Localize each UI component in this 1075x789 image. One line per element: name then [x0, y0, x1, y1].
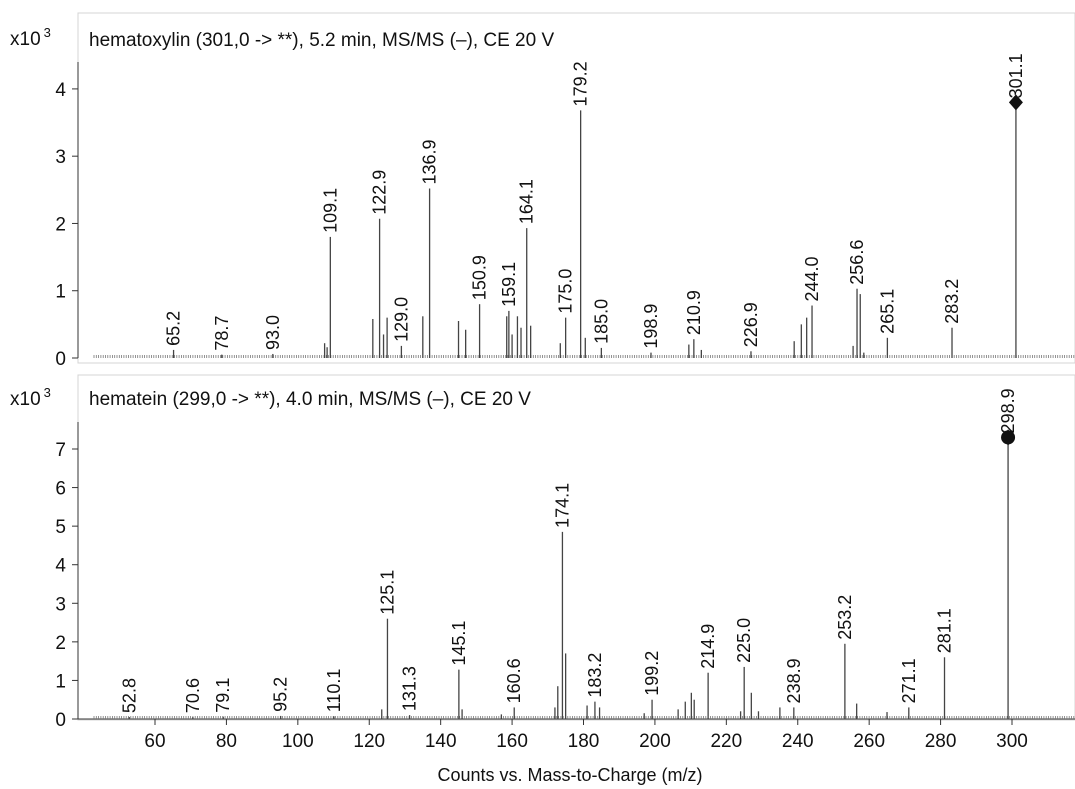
peak-label: 199.2 [642, 651, 662, 696]
y-tick-label: 1 [55, 282, 66, 303]
x-tick-label: 280 [925, 731, 957, 752]
peak-label: 253.2 [835, 595, 855, 640]
panel-title: hematoxylin (301,0 -> **), 5.2 min, MS/M… [89, 30, 554, 51]
y-multiplier-label: x10 3 [10, 25, 51, 50]
peak-label: 175.0 [556, 269, 576, 314]
y-axis-ticks: 0 1 2 3 4 5 6 7 [55, 440, 78, 731]
baseline-noise [93, 355, 1075, 358]
peak-label: 183.2 [585, 653, 605, 698]
peaks [128, 437, 1009, 719]
y-tick-label: 4 [55, 80, 66, 101]
peak-label: 265.1 [877, 289, 897, 334]
peaks [172, 102, 1017, 358]
peak-label: 93.0 [263, 315, 283, 350]
x-tick-label: 260 [853, 731, 885, 752]
y-tick-label: 0 [55, 349, 66, 370]
x-tick-label: 180 [568, 731, 600, 752]
peak-label: 125.1 [377, 570, 397, 615]
peak-label: 159.1 [499, 262, 519, 307]
peak-label: 198.9 [641, 304, 661, 349]
precursor-marker [1008, 94, 1023, 111]
y-tick-label: 5 [55, 517, 66, 538]
x-tick-label: 80 [216, 731, 237, 752]
x-tick-label: 160 [496, 731, 528, 752]
peak-label: 79.1 [213, 678, 233, 713]
y-tick-label: 2 [55, 214, 66, 235]
y-tick-label: 2 [55, 633, 66, 654]
peak-label: 110.1 [324, 669, 344, 713]
peak-label: 271.1 [899, 658, 919, 703]
peak-label: 238.9 [784, 658, 804, 703]
peak-label: 131.3 [400, 666, 420, 711]
hematein-spectrum-panel: x10 3 hematein (299,0 -> **), 4.0 min, MS… [10, 374, 1075, 752]
x-tick-label: 60 [144, 731, 165, 752]
precursor-diamond [1001, 429, 1016, 446]
panel-title: hematein (299,0 -> **), 4.0 min, MS/MS (… [89, 389, 531, 410]
x-tick-label: 100 [282, 731, 314, 752]
y-tick-label: 3 [55, 594, 66, 615]
peak-labels: 52.8 70.6 79.1 95.2 110.1 125.1 131.3 145.1 160.… [119, 388, 1018, 713]
y-tick-label: 0 [55, 710, 66, 731]
peak-label: 145.1 [449, 621, 469, 666]
peak-label: 78.7 [212, 316, 232, 351]
panel-frame-bottom [77, 374, 1075, 721]
peak-label: 214.9 [698, 624, 718, 669]
peak-label: 301.1 [1006, 53, 1026, 98]
x-axis-label: Counts vs. Mass-to-Charge (m/z) [437, 765, 702, 785]
peak-label: 281.1 [935, 608, 955, 653]
peak-label: 70.6 [183, 678, 203, 713]
peak-labels: 65.2 78.7 93.0 109.1 122.9 129.0 136.9 150.9 159… [164, 53, 1026, 350]
precursor-marker [1001, 429, 1016, 446]
y-tick-label: 7 [55, 440, 66, 461]
peak-label: 179.2 [571, 61, 591, 106]
peak-label: 210.9 [684, 290, 704, 335]
y-multiplier-label: x10 3 [10, 385, 51, 410]
peak-label: 226.9 [741, 302, 761, 347]
hematoxylin-spectrum-panel: x10 3 hematoxylin (301,0 -> **), 5.2 min,… [10, 12, 1075, 370]
peak-label: 256.6 [847, 240, 867, 285]
y-tick-label: 3 [55, 147, 66, 168]
x-axis-ticks: 60 80 100 120 140 160 180 200 220 240 260 280 300 [144, 719, 1028, 752]
peak-label: 185.0 [591, 299, 611, 344]
peak-label: 122.9 [370, 170, 390, 215]
y-tick-label: 6 [55, 479, 66, 500]
peak-label: 65.2 [164, 311, 184, 346]
peak-label: 109.1 [320, 188, 340, 233]
peak-label: 225.0 [734, 618, 754, 663]
peak-label: 164.1 [517, 179, 537, 224]
y-axis-ticks: 0 1 2 3 4 [55, 80, 78, 370]
peak-label: 298.9 [998, 388, 1018, 433]
x-tick-label: 220 [710, 731, 742, 752]
x-tick-label: 120 [353, 731, 385, 752]
peak-label: 283.2 [942, 279, 962, 324]
baseline-noise [93, 716, 1075, 719]
y-tick-label: 4 [55, 556, 66, 577]
peak-label: 244.0 [802, 256, 822, 301]
peak-label: 150.9 [470, 255, 490, 300]
x-tick-label: 200 [639, 731, 671, 752]
peak-label: 160.6 [504, 658, 524, 703]
peak-label: 95.2 [271, 677, 291, 712]
peak-label: 136.9 [420, 139, 440, 184]
peak-label: 52.8 [119, 678, 139, 713]
x-tick-label: 140 [425, 731, 457, 752]
peak-label: 129.0 [391, 297, 411, 342]
precursor-diamond [1008, 94, 1023, 111]
x-tick-label: 240 [782, 731, 814, 752]
peak-label: 174.1 [552, 483, 572, 528]
x-tick-label: 300 [996, 731, 1028, 752]
y-tick-label: 1 [55, 671, 66, 692]
